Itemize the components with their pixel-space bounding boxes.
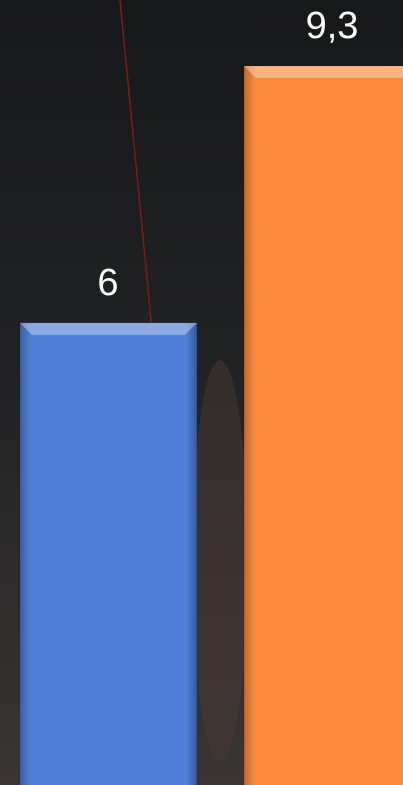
page: 69,3 (() => { const data = JSON.parse(do… — [0, 0, 403, 785]
value-label: 6 — [97, 262, 118, 304]
bar-bevel — [244, 66, 403, 78]
chart: 69,3 — [0, 0, 403, 785]
bar-bevel — [20, 323, 197, 335]
bar-bevel — [244, 66, 403, 785]
photo-figure — [192, 360, 248, 760]
bar-bevel — [20, 323, 197, 785]
value-label: 9,3 — [306, 5, 359, 47]
